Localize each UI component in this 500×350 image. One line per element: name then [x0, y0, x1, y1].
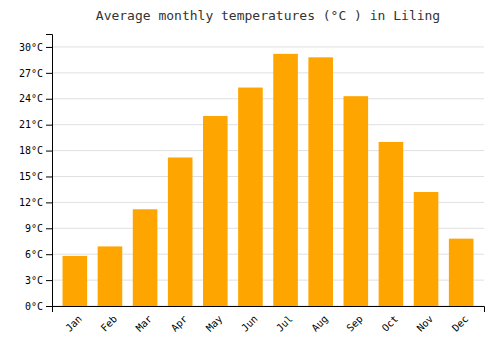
- tick-label: 3°C: [25, 275, 43, 286]
- bar: [238, 88, 263, 306]
- tick-label: Sep: [344, 313, 365, 334]
- tick-label: 15°C: [19, 171, 43, 182]
- bar: [203, 116, 228, 306]
- tick-label: Feb: [99, 313, 120, 334]
- tick-label: Jun: [239, 313, 260, 334]
- title: Average monthly temperatures (°C ) in Li…: [96, 8, 440, 23]
- grid-line: [52, 176, 484, 177]
- tick: Dec: [450, 313, 471, 334]
- bar: [63, 256, 88, 306]
- bar: [273, 54, 298, 306]
- bar: [449, 239, 474, 306]
- y-axis: 0°C 3°C 6°C 9°C 12°C 15°C 18°C 21°C 24°C 27°C 30°C: [19, 35, 53, 312]
- tick: Oct: [380, 313, 401, 334]
- bar: [344, 96, 369, 306]
- bar: [168, 157, 193, 306]
- tick-mark: [46, 254, 52, 255]
- tick-label: 12°C: [19, 197, 43, 208]
- x-axis: Jan Feb Mar Apr May Jun Jul Aug Sep Oct Nov Dec: [53, 307, 485, 334]
- tick: May: [204, 313, 225, 334]
- tick: 27°C: [19, 68, 52, 79]
- bar: [414, 192, 439, 306]
- tick: 12°C: [19, 197, 52, 208]
- tick-label: Dec: [450, 313, 471, 334]
- tick: Apr: [169, 313, 190, 334]
- tick-label: Apr: [169, 313, 190, 334]
- tick-label: Oct: [380, 313, 401, 334]
- tick: Jan: [63, 313, 84, 334]
- tick-label: 21°C: [19, 119, 43, 130]
- tick-label: Mar: [134, 313, 155, 334]
- tick-mark: [46, 228, 52, 229]
- tick: 24°C: [19, 93, 52, 104]
- tick: Mar: [134, 313, 155, 334]
- tick: 30°C: [19, 42, 52, 53]
- tick-mark: [46, 202, 52, 203]
- grid-line: [52, 46, 484, 47]
- tick: 3°C: [25, 275, 52, 286]
- bar: [308, 57, 333, 306]
- grid-line: [52, 150, 484, 151]
- tick: Jun: [239, 313, 260, 334]
- axis-line: [46, 35, 53, 307]
- tick: Nov: [415, 313, 436, 334]
- tick-label: Aug: [309, 313, 330, 334]
- grid: [52, 47, 484, 306]
- tick: 0°C: [25, 301, 52, 312]
- tick-label: May: [204, 313, 225, 334]
- grid-line: [52, 124, 484, 125]
- axis-line: [53, 307, 485, 313]
- tick-mark: [46, 99, 52, 100]
- tick: 9°C: [25, 223, 52, 234]
- tick-label: 6°C: [25, 249, 43, 260]
- tick: Feb: [99, 313, 120, 334]
- plot: 0°C 3°C 6°C 9°C 12°C 15°C 18°C 21°C 24°C 27°C 30°C…: [19, 35, 485, 334]
- tick-mark: [46, 47, 52, 48]
- tick-mark: [46, 306, 52, 307]
- tick-mark: [46, 73, 52, 74]
- tick-label: Nov: [415, 313, 436, 334]
- tick-label: 27°C: [19, 68, 43, 79]
- tick: Jul: [274, 313, 295, 334]
- tick-label: Jan: [63, 313, 84, 334]
- tick: 18°C: [19, 145, 52, 156]
- tick-mark: [46, 280, 52, 281]
- tick-label: 18°C: [19, 145, 43, 156]
- tick: Aug: [309, 313, 330, 334]
- bar: [379, 142, 404, 306]
- tick: 21°C: [19, 119, 52, 130]
- tick: Sep: [344, 313, 365, 334]
- tick-label: 9°C: [25, 223, 43, 234]
- tick: 6°C: [25, 249, 52, 260]
- tick-label: 24°C: [19, 93, 43, 104]
- tick-label: 0°C: [25, 301, 43, 312]
- tick-mark: [46, 176, 52, 177]
- chart: 0°C 3°C 6°C 9°C 12°C 15°C 18°C 21°C 24°C 27°C 30°C…: [0, 0, 500, 350]
- bar: [133, 209, 158, 306]
- bars: [63, 54, 474, 306]
- tick-label: Jul: [274, 313, 295, 334]
- bar: [98, 246, 123, 306]
- grid-line: [52, 72, 484, 73]
- tick-mark: [46, 151, 52, 152]
- tick-label: 30°C: [19, 42, 43, 53]
- tick: 15°C: [19, 171, 52, 182]
- tick-mark: [46, 125, 52, 126]
- grid-line: [52, 98, 484, 99]
